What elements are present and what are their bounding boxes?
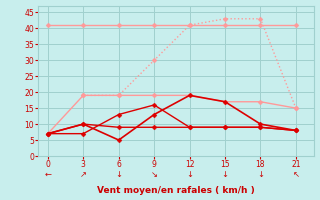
Text: ↖: ↖ (292, 170, 300, 179)
Text: ↓: ↓ (115, 170, 122, 179)
Text: ↓: ↓ (257, 170, 264, 179)
Text: ←: ← (44, 170, 51, 179)
Text: ↓: ↓ (221, 170, 228, 179)
X-axis label: Vent moyen/en rafales ( km/h ): Vent moyen/en rafales ( km/h ) (97, 186, 255, 195)
Text: ↘: ↘ (151, 170, 158, 179)
Text: ↗: ↗ (80, 170, 87, 179)
Text: ↓: ↓ (186, 170, 193, 179)
